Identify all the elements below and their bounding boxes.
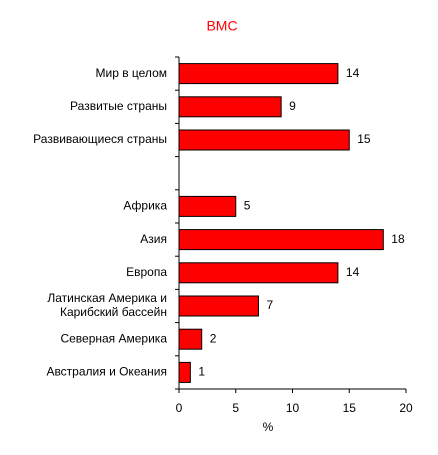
y-tick-label: Развивающиеся страны <box>33 132 167 146</box>
data-label: 7 <box>266 298 273 312</box>
y-tick-label: Европа <box>126 265 167 279</box>
bar <box>178 295 259 317</box>
bar <box>178 361 191 383</box>
x-tick-label: 20 <box>399 401 413 415</box>
y-tick-label: Австралия и Океания <box>46 365 167 379</box>
y-tick-label: Африка <box>123 199 167 213</box>
bar <box>178 328 203 350</box>
chart-title: ВМС <box>206 18 237 34</box>
data-label: 18 <box>391 232 405 246</box>
x-tick-label: 5 <box>232 401 239 415</box>
data-label: 14 <box>346 265 360 279</box>
x-tick-label: 10 <box>286 401 300 415</box>
data-label: 2 <box>210 331 217 345</box>
data-label: 1 <box>198 365 205 379</box>
data-label: 15 <box>357 132 371 146</box>
bar <box>178 195 237 217</box>
x-axis-label: % <box>263 420 274 434</box>
y-tick-label: Северная Америка <box>60 331 167 345</box>
x-tick-label: 0 <box>176 401 183 415</box>
bar <box>178 262 339 284</box>
bar <box>178 96 282 118</box>
x-tick-label: 15 <box>343 401 357 415</box>
data-label: 14 <box>346 66 360 80</box>
bar <box>178 229 384 251</box>
data-label: 5 <box>244 199 251 213</box>
y-tick-label: Мир в целом <box>96 66 168 80</box>
y-tick-label: Латинская Америка и Карибский бассейн <box>47 291 167 319</box>
y-tick-label: Азия <box>140 232 167 246</box>
bar <box>178 129 350 151</box>
y-tick-label: Развитые страны <box>70 99 167 113</box>
bar <box>178 63 339 85</box>
data-label: 9 <box>289 99 296 113</box>
